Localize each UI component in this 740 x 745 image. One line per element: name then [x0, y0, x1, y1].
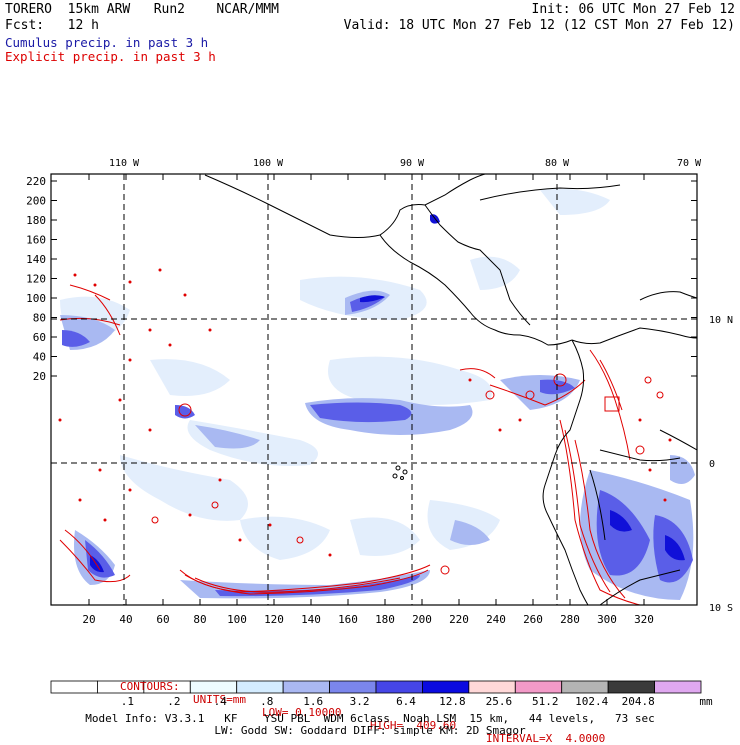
- colorbar-box: [654, 680, 702, 694]
- x-tick-label: 260: [523, 613, 543, 626]
- x-tick-label: 220: [449, 613, 469, 626]
- y-tick-label: 200: [26, 195, 46, 208]
- y-tick-label: 20: [33, 370, 46, 383]
- contour-info: CONTOURS: UNITS=mm LOW= 0.10000 HIGH= 40…: [0, 667, 740, 745]
- y-tick-label: 140: [26, 253, 46, 266]
- map-frame: [50, 173, 698, 606]
- x-tick-label: 100: [227, 613, 247, 626]
- x-tick-label: 120: [264, 613, 284, 626]
- contours-high: HIGH= 409.60: [370, 719, 457, 732]
- lon-label: 110 W: [109, 158, 140, 169]
- x-tick-label: 160: [338, 613, 358, 626]
- latlon-grid: [51, 174, 697, 605]
- y-tick-label: 100: [26, 292, 46, 305]
- run-title: TORERO 15km ARW Run2 NCAR/MMM: [5, 2, 279, 17]
- y-tick-label: 160: [26, 234, 46, 247]
- lat-label: 10 N: [709, 315, 733, 326]
- contours-units: UNITS=mm: [193, 693, 246, 706]
- colorbar-tick-label: .1: [120, 695, 135, 708]
- colorbar-tick-label: 12.8: [439, 695, 466, 708]
- x-tick-label: 280: [560, 613, 580, 626]
- x-tick-label: 80: [193, 613, 206, 626]
- y-tick-label: 180: [26, 214, 46, 227]
- colorbar-tick-label: 25.6: [485, 695, 513, 708]
- lon-label: 90 W: [400, 158, 425, 169]
- forecast-hour: Fcst: 12 h: [5, 18, 99, 33]
- x-tick-label: 20: [82, 613, 95, 626]
- contours-low: LOW= 0.10000: [262, 706, 342, 719]
- legend-explicit: Explicit precip. in past 3 h: [5, 49, 216, 64]
- y-axis: 220 200 180 160 140 120 100 80 60 40 20: [26, 175, 697, 383]
- x-tick-label: 140: [301, 613, 321, 626]
- lon-label: 70 W: [677, 158, 702, 169]
- model-info: Model Info: V3.3.1 KF YSU PBL WDM 6class…: [85, 712, 655, 725]
- x-tick-label: 40: [119, 613, 132, 626]
- x-tick-label: 320: [634, 613, 654, 626]
- colorbar-tick-label: .8: [260, 695, 274, 708]
- valid-time: Valid: 18 UTC Mon 27 Feb 12 (12 CST Mon …: [343, 18, 735, 33]
- lat-label: 0: [709, 459, 715, 470]
- coastlines: [204, 174, 697, 605]
- latitude-labels: 10 N 0 10 S: [709, 315, 733, 614]
- y-tick-label: 220: [26, 175, 46, 188]
- x-tick-label: 200: [412, 613, 432, 626]
- x-tick-label: 180: [375, 613, 395, 626]
- lon-label: 100 W: [253, 158, 284, 169]
- lon-label: 80 W: [545, 158, 570, 169]
- colorbar-tick-label: 1.6: [303, 695, 324, 708]
- y-tick-label: 60: [33, 331, 46, 344]
- y-tick-label: 120: [26, 273, 46, 286]
- y-tick-label: 80: [33, 312, 46, 325]
- lat-label: 10 S: [709, 603, 733, 614]
- legend-cumulus: Cumulus precip. in past 3 h: [5, 35, 209, 50]
- colorbar: [50, 680, 702, 694]
- y-tick-label: 40: [33, 351, 46, 364]
- colorbar-tick-label: 51.2: [532, 695, 559, 708]
- x-tick-label: 240: [486, 613, 506, 626]
- longitude-labels: 110 W 100 W 90 W 80 W 70 W: [109, 158, 702, 169]
- colorbar-tick-label: 3.2: [349, 695, 370, 708]
- precip-shading: [58, 188, 695, 605]
- model-physics: LW: Godd SW: Goddard DIFF: simple KM: 2D…: [214, 724, 526, 737]
- contours-label: CONTOURS:: [120, 680, 180, 693]
- colorbar-tick-label: .4: [213, 695, 227, 708]
- colorbar-tick-label: 6.4: [396, 695, 416, 708]
- x-tick-label: 60: [156, 613, 169, 626]
- x-tick-label: 300: [597, 613, 617, 626]
- colorbar-tick-label: 102.4: [575, 695, 609, 708]
- init-time: Init: 06 UTC Mon 27 Feb 12: [531, 2, 736, 17]
- x-axis: 20 40 60 80 100 120 140 160 180 200 220 240 260 280 30…: [82, 174, 654, 626]
- colorbar-unit: mm: [699, 695, 713, 708]
- colorbar-tick-label: 204.8: [621, 695, 655, 708]
- colorbar-tick-label: .2: [167, 695, 181, 708]
